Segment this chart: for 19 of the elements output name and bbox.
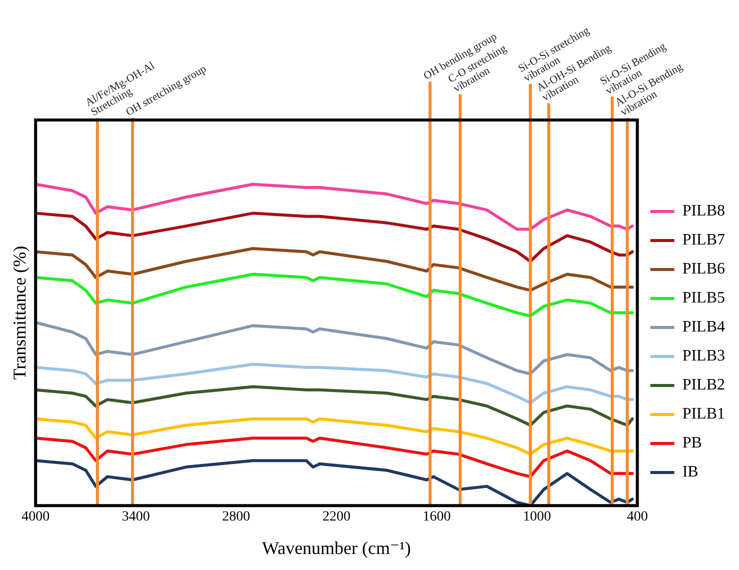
x-tick-label: 1600 [422,510,451,525]
x-tick-label: 400 [626,510,648,525]
x-tick-label: 4000 [22,510,50,525]
legend-label: PILB3 [682,348,725,365]
x-tick-label: 2200 [322,510,350,525]
x-tick-label: 2800 [222,510,250,525]
legend-label: PILB4 [682,318,725,336]
y-axis-title: Transmittance (%) [10,246,30,380]
legend-label: PILB8 [682,202,725,220]
x-tick-label: 1000 [523,510,552,525]
legend-label: IB [682,464,698,481]
legend-label: PILB6 [682,260,725,278]
legend-label: PILB1 [682,406,725,423]
legend-label: PILB7 [682,232,725,249]
legend-label: PILB2 [682,376,725,394]
x-tick-label: 3400 [122,510,150,525]
legend-label: PB [682,434,702,452]
legend-label: PILB5 [682,290,725,307]
x-axis-title: Wavenumber (cm⁻¹) [262,538,411,558]
